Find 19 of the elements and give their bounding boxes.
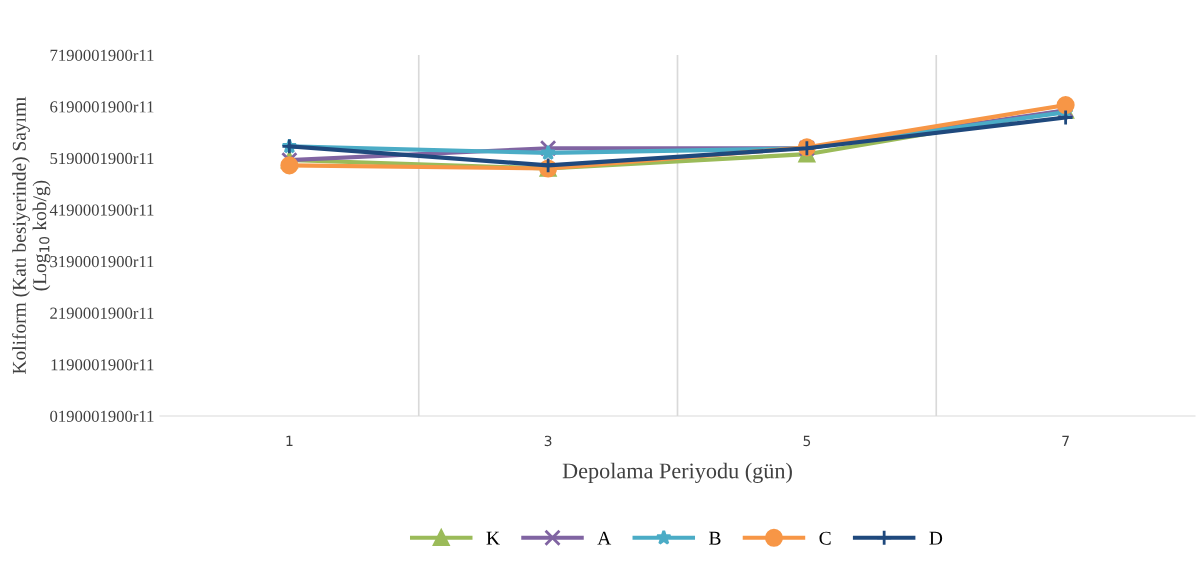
legend-label: K [486,531,500,545]
x-axis-title: Depolama Periyodu (gün) [562,462,792,483]
text: 4190001900r11 [49,204,154,216]
x-tick-label: 5 [803,435,811,447]
text: 0190001900r11 [50,410,154,422]
text: 6190001900r11 [50,101,154,113]
text: 5190001900r11 [50,152,154,165]
x-tick-label: 1 [286,435,293,446]
legend-label: C [819,531,831,545]
text: 1190001900r11 [51,359,154,371]
x-tick-label: 3 [544,435,552,447]
text: Koliform (Katı besiyerinde) Sayımı (Log$_{10}$ kob/g) [12,96,51,374]
legend-label: A [597,531,612,545]
text: 7190001900r11 [50,49,154,61]
text: 3190001900r11 [50,255,154,268]
legend-label: D [929,531,943,545]
text: 2190001900r11 [50,307,154,319]
legend-label: B [709,531,721,545]
x-tick-label: 7 [1062,435,1069,446]
